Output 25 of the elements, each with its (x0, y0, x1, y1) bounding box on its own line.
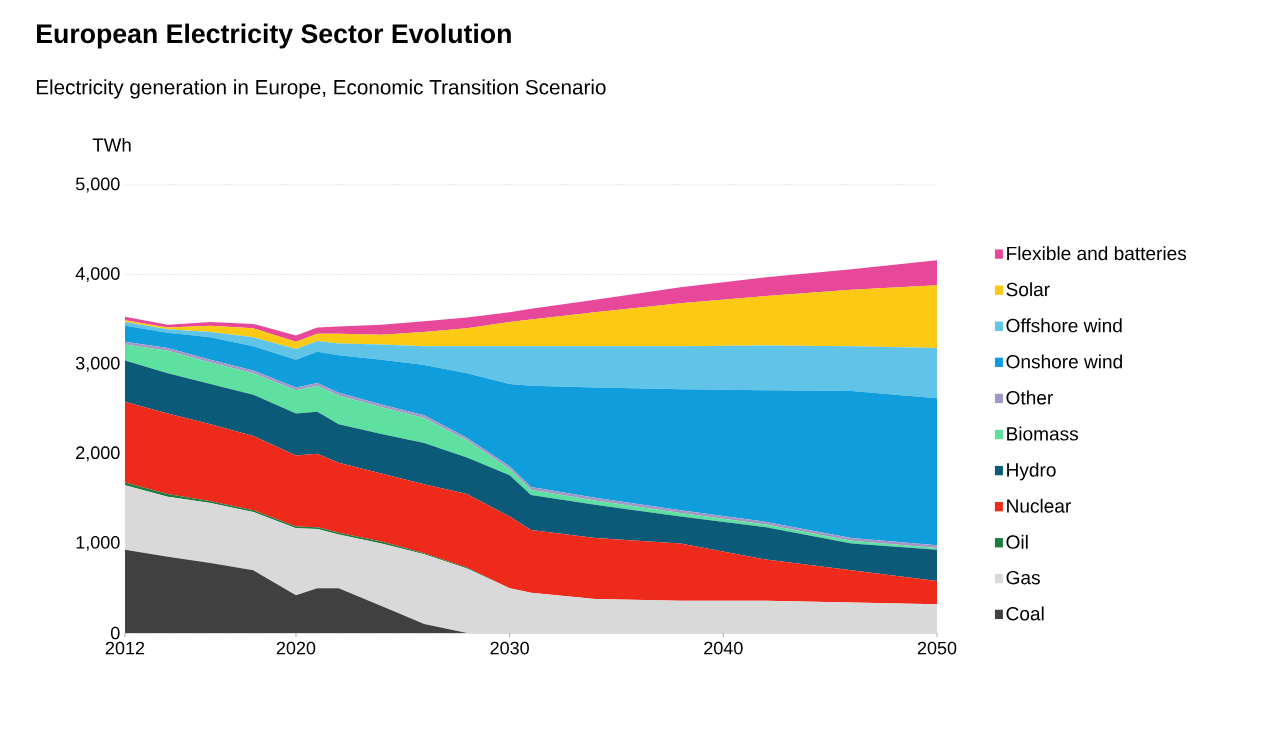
y-tick-label: 0 (110, 626, 120, 640)
legend-label: Flexible and batteries (1007, 246, 1187, 261)
y-tick-label: 5,000 (75, 177, 120, 193)
legend-label: Offshore wind (1006, 318, 1122, 333)
chart-subtitle: Electricity generation in Europe, Economic Transition Scenario (36, 79, 606, 99)
x-tick-label: 2050 (917, 641, 957, 655)
legend-label: Nuclear (1007, 498, 1071, 513)
legend-label: Oil (1006, 534, 1028, 549)
x-tick-label: 2030 (490, 641, 529, 655)
legend-label: Solar (1006, 282, 1050, 297)
y-tick-label: 2,000 (76, 446, 120, 462)
legend-label: Onshore wind (1006, 354, 1122, 369)
x-tick-label: 2012 (105, 641, 145, 655)
y-tick-label: 4,000 (75, 267, 120, 283)
legend-label: Other (1006, 390, 1053, 405)
legend-label: Gas (1006, 570, 1040, 585)
chart-title: European Electricity Sector Evolution (37, 23, 511, 49)
y-tick-label: 3,000 (75, 356, 120, 372)
y-tick-label: 1,000 (76, 535, 120, 551)
y-axis-title: TWh (92, 137, 131, 152)
x-tick-label: 2040 (704, 641, 743, 655)
legend-label: Hydro (1007, 462, 1056, 481)
x-tick-label: 2020 (276, 641, 316, 655)
legend-label: Biomass (1007, 426, 1079, 441)
legend-label: Coal (1006, 606, 1044, 621)
